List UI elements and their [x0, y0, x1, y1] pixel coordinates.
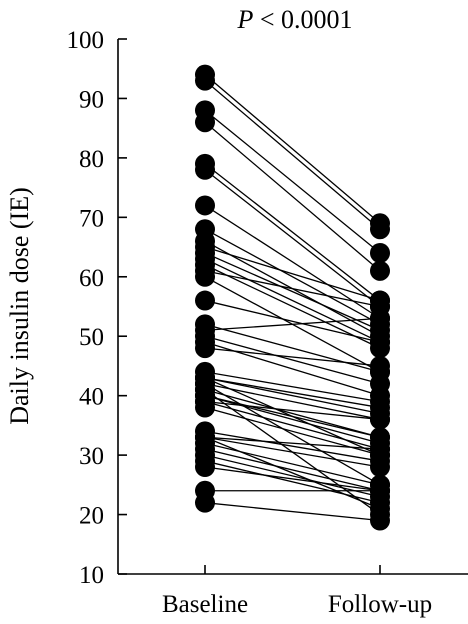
- followup-point: [370, 498, 390, 519]
- pair-line: [204, 400, 381, 421]
- baseline-point: [195, 290, 215, 311]
- pair-line: [204, 323, 381, 373]
- pair-line: [204, 395, 381, 438]
- pair-line: [204, 258, 381, 343]
- pair-line: [204, 454, 381, 498]
- followup-point: [370, 219, 390, 240]
- baseline-point: [195, 492, 215, 513]
- pair-line: [204, 460, 381, 504]
- baseline-point: [195, 391, 215, 412]
- p-value-text: < 0.0001: [253, 5, 352, 34]
- baseline-point: [195, 159, 215, 180]
- pair-line: [204, 371, 381, 403]
- pair-line: [204, 377, 381, 409]
- followup-point: [370, 474, 390, 495]
- followup-point: [370, 445, 390, 466]
- pair-line: [204, 448, 381, 492]
- pair-line: [204, 246, 381, 302]
- pair-line: [204, 264, 381, 349]
- y-tick-label: 70: [79, 205, 104, 232]
- pair-line: [204, 204, 381, 319]
- baseline-point: [195, 70, 215, 91]
- followup-point: [370, 308, 390, 329]
- baseline-point: [195, 457, 215, 477]
- y-tick-label: 20: [79, 503, 104, 530]
- pair-line: [204, 270, 381, 308]
- y-tick-label: 80: [79, 146, 104, 173]
- y-tick-label: 90: [79, 86, 104, 113]
- baseline-point: [195, 112, 215, 133]
- followup-point: [370, 409, 390, 430]
- pair-line: [204, 400, 381, 450]
- pair-line: [204, 502, 381, 522]
- y-tick-label: 40: [79, 384, 104, 411]
- pair-line: [204, 442, 381, 486]
- data-points: [195, 64, 390, 531]
- pair-line: [204, 335, 381, 385]
- followup-point: [370, 355, 390, 376]
- y-tick-label: 50: [79, 324, 104, 351]
- baseline-point: [195, 338, 215, 359]
- pair-line: [204, 395, 381, 444]
- y-axis-label: Daily insulin dose (IE): [5, 187, 34, 425]
- followup-point: [370, 260, 390, 281]
- pair-line: [204, 121, 381, 272]
- pair-line: [204, 228, 381, 325]
- pair-line: [204, 317, 381, 331]
- pair-line: [204, 389, 381, 438]
- pair-line: [204, 80, 381, 230]
- y-tick-label: 100: [67, 27, 105, 54]
- x-tick-label: Follow-up: [328, 591, 432, 618]
- followup-point: [370, 243, 390, 263]
- pair-line: [204, 377, 381, 415]
- pair-line: [204, 109, 381, 254]
- pair-line: [204, 436, 381, 450]
- p-value-annotation: P < 0.0001: [236, 5, 352, 34]
- pair-line: [204, 169, 381, 308]
- pair-line: [204, 383, 381, 421]
- baseline-point: [195, 195, 215, 216]
- followup-point: [370, 427, 390, 448]
- pair-line: [204, 347, 381, 367]
- pair-line: [204, 389, 381, 516]
- pair-line: [204, 466, 381, 492]
- pair-line: [204, 74, 381, 224]
- y-tick-label: 30: [79, 443, 104, 470]
- y-tick-label: 60: [79, 265, 104, 292]
- p-symbol: P: [236, 5, 253, 34]
- pair-line: [204, 163, 381, 302]
- pair-line: [204, 383, 381, 486]
- pair-line: [204, 299, 381, 343]
- x-tick-label: Baseline: [162, 591, 248, 618]
- pair-line: [204, 436, 381, 510]
- pair-line: [204, 430, 381, 462]
- y-tick-label: 10: [79, 562, 104, 589]
- pair-line: [204, 252, 381, 331]
- baseline-point: [195, 427, 215, 448]
- axes: 10 20 30 40 50 60 70 80 90 100 Baseline Follow-up: [67, 27, 468, 618]
- followup-point: [370, 332, 390, 353]
- pair-lines: [204, 74, 381, 522]
- baseline-point: [195, 266, 215, 287]
